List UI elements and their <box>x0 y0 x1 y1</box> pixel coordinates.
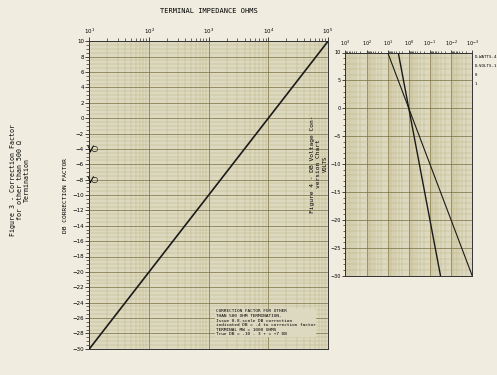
Text: ○: ○ <box>90 175 98 184</box>
Y-axis label: VOLTS: VOLTS <box>323 156 328 172</box>
Text: D-WATTS-4

D-VOLTS-1

0

1: D-WATTS-4 D-VOLTS-1 0 1 <box>475 55 497 86</box>
Text: ○: ○ <box>90 144 98 153</box>
Text: Figure 3 - Correction Factor
for other than 500 Ω
Termination: Figure 3 - Correction Factor for other t… <box>10 124 30 236</box>
Text: Figure 4 - DB Voltage Con-
version Chart: Figure 4 - DB Voltage Con- version Chart <box>310 116 321 213</box>
Y-axis label: DB CORRECTION FACTOR: DB CORRECTION FACTOR <box>63 158 68 232</box>
Text: CORRECTION FACTOR FOR OTHER
THAN 500 OHM TERMINATION-
Issue 0.8-scale DB correct: CORRECTION FACTOR FOR OTHER THAN 500 OHM… <box>216 309 316 336</box>
Title: TERMINAL IMPEDANCE OHMS: TERMINAL IMPEDANCE OHMS <box>160 8 257 14</box>
